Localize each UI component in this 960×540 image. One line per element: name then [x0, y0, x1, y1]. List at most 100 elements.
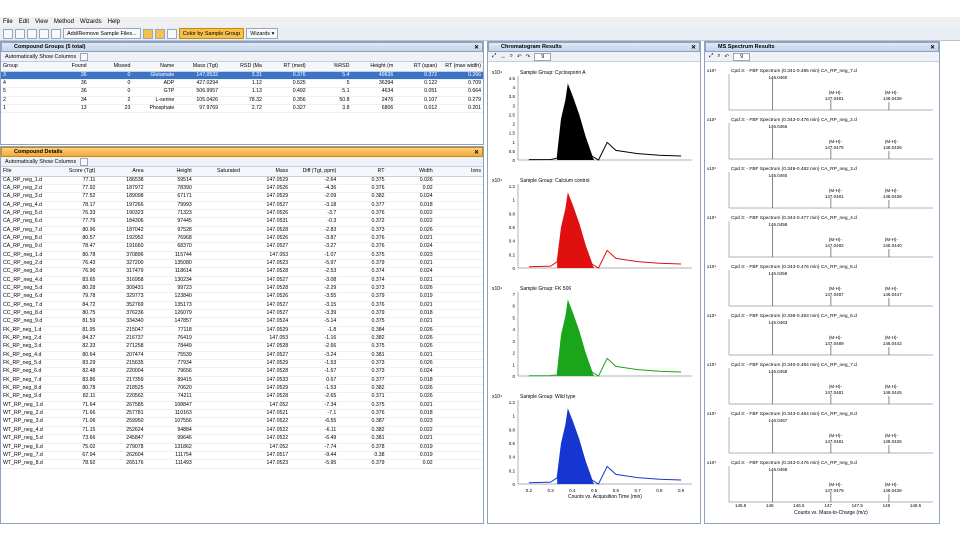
table-row[interactable]: FK_RP_neg_3.d 82.33 271258 78449 147.0528 -2.…: [1, 342, 483, 352]
column-header[interactable]: Ions: [434, 167, 483, 177]
table-row[interactable]: CC_RP_neg_6.d 79.78 329773 123840 147.0526 -3…: [1, 292, 483, 302]
pin-icon[interactable]: ✕: [690, 45, 696, 51]
redo-icon[interactable]: ↷: [525, 53, 531, 60]
ion-label: (M-H)-: [885, 384, 898, 389]
table-row[interactable]: FK_RP_neg_8.d 80.78 218525 70620 147.0529 -1.…: [1, 384, 483, 394]
table-row[interactable]: CA_RP_neg_3.d 77.52 189098 67171 147.0529 -2.…: [1, 192, 483, 202]
column-header[interactable]: RT (span): [395, 62, 440, 72]
table-row[interactable]: 5 36 0 GTP 506.9957 1.13 0.492 5.1 4634 0.051 0.66…: [1, 87, 483, 97]
table-row[interactable]: CA_RP_neg_7.d 80.96 187042 97528 147.0528 -2.…: [1, 226, 483, 235]
chromatogram-count-dropdown[interactable]: 9: [534, 52, 552, 61]
undo-icon[interactable]: ↶: [517, 53, 522, 60]
ms-count-dropdown[interactable]: 9: [733, 52, 751, 61]
menu-view[interactable]: View: [35, 19, 48, 25]
menu-file[interactable]: File: [3, 19, 13, 25]
table-row[interactable]: FK_RP_neg_6.d 82.48 220004 79656 147.0528 -1.…: [1, 367, 483, 377]
add-remove-samples-button[interactable]: Add/Remove Sample Files...: [63, 28, 141, 39]
color-by-sample-group-button[interactable]: Color by Sample Group: [178, 28, 245, 39]
table-cell: FK_RP_neg_4.d: [1, 351, 50, 361]
table-row[interactable]: CA_RP_neg_1.d 77.11 186538 59514 147.0529 -2.…: [1, 176, 483, 185]
table-cell: 147.052: [241, 443, 291, 452]
table-row[interactable]: WT_RP_neg_7.d 67.94 262604 111754 147.0517 -9…: [1, 451, 483, 461]
table-row[interactable]: CC_RP_neg_8.d 80.75 376236 126079 147.0527 -3…: [1, 309, 483, 319]
table-row[interactable]: 1 13 23 Phosphate 97.9769 2.72 0.327 3.8 6806 0.0…: [1, 104, 483, 114]
table-row[interactable]: CC_RP_neg_1.d 80.78 370896 115744 147.053 -1.…: [1, 251, 483, 260]
column-header[interactable]: Saturated: [193, 167, 242, 177]
open-icon[interactable]: [15, 28, 25, 39]
table-row[interactable]: CA_RP_neg_8.d 80.57 192952 76968 147.0526 -3.…: [1, 234, 483, 244]
magnify-icon[interactable]: ⌕: [717, 53, 721, 59]
column-header[interactable]: Area: [97, 167, 146, 177]
table-row[interactable]: WT_RP_neg_3.d 71.06 259950 107556 147.0522 -6…: [1, 417, 483, 427]
run-icon[interactable]: [39, 28, 49, 39]
column-header[interactable]: Group: [1, 62, 45, 72]
zoom-icon[interactable]: ⤢: [492, 53, 497, 59]
column-header[interactable]: Height: [145, 167, 194, 177]
table-row[interactable]: CA_RP_neg_2.d 77.92 187972 78390 147.0526 -4.…: [1, 184, 483, 194]
table-row[interactable]: FK_RP_neg_7.d 83.86 217359 89415 147.0533 0.6…: [1, 376, 483, 386]
table-row[interactable]: WT_RP_neg_8.d 78.92 265176 111493 147.0523 -5…: [1, 459, 483, 469]
column-header[interactable]: RT (max width): [439, 62, 483, 72]
column-header[interactable]: Width: [386, 167, 435, 177]
column-header[interactable]: Score (Tgt): [49, 167, 98, 177]
column-header[interactable]: File: [1, 167, 50, 177]
table-row[interactable]: WT_RP_neg_1.d 71.64 267585 108847 147.052 -7.…: [1, 401, 483, 411]
table-row[interactable]: CC_RP_neg_3.d 76.96 317479 118614 147.0528 -2…: [1, 267, 483, 277]
table-row[interactable]: WT_RP_neg_2.d 71.66 257781 110163 147.0521 -7…: [1, 409, 483, 419]
stop-icon[interactable]: [51, 28, 61, 39]
column-header[interactable]: Height (m: [351, 62, 396, 72]
pin-icon[interactable]: ✕: [473, 45, 479, 51]
column-header[interactable]: Found: [44, 62, 89, 72]
table-row[interactable]: CA_RP_neg_4.d 78.17 197266 79993 147.0527 -3.…: [1, 201, 483, 210]
undo-icon[interactable]: ↶: [724, 53, 730, 60]
table-row[interactable]: CC_RP_neg_2.d 76.43 327200 135080 147.0523 -5…: [1, 259, 483, 269]
table-row[interactable]: WT_RP_neg_5.d 73.66 245847 99646 147.0522 -6.…: [1, 434, 483, 444]
wizards-dropdown[interactable]: Wizards ▾: [246, 28, 279, 39]
table-row[interactable]: 3 36 0 Glutamate 147.0532 3.31 0.376 5.4 49636 0.…: [1, 71, 483, 80]
table-row[interactable]: WT_RP_neg_4.d 71.15 252624 94884 147.0522 -6.…: [1, 426, 483, 436]
table-row[interactable]: CC_RP_neg_5.d 80.28 309431 99723 147.0528 -2.…: [1, 284, 483, 294]
column-header[interactable]: %RSD: [307, 62, 352, 72]
new-icon[interactable]: [3, 28, 13, 39]
column-header[interactable]: RSD (Ma: [220, 62, 264, 72]
table-row[interactable]: CC_RP_neg_9.d 81.59 334340 147857 147.0524 -5…: [1, 317, 483, 327]
table-row[interactable]: 2 34 2 L-serine 105.0426 78.32 0.356 50.8 2476 0.…: [1, 96, 483, 105]
menu-wizards[interactable]: Wizards: [79, 19, 102, 25]
column-header[interactable]: Missed: [88, 62, 133, 72]
table-row[interactable]: CA_RP_neg_5.d 76.33 190323 71323 147.0526 -3.…: [1, 209, 483, 219]
pin-icon[interactable]: ✕: [929, 45, 935, 51]
menu-method[interactable]: Method: [53, 19, 74, 25]
menu-help[interactable]: Help: [107, 19, 120, 25]
table-row[interactable]: CC_RP_neg_4.d 83.65 316958 130234 147.0527 -3…: [1, 276, 483, 285]
table-row[interactable]: CA_RP_neg_9.d 78.47 191660 68370 147.0527 -3.…: [1, 242, 483, 252]
column-header[interactable]: Mass (Tgt): [176, 62, 221, 72]
table-row[interactable]: FK_RP_neg_5.d 83.29 215635 77934 147.0529 -1.…: [1, 359, 483, 369]
table-row[interactable]: FK_RP_neg_9.d 82.11 220562 74211 147.0528 -2.…: [1, 392, 483, 402]
chart-icon-3[interactable]: [166, 28, 177, 39]
column-header[interactable]: Mass: [241, 167, 291, 177]
table-row[interactable]: CC_RP_neg_7.d 84.72 352769 135173 147.0527 -3…: [1, 301, 483, 311]
table-row[interactable]: FK_RP_neg_4.d 80.64 207474 75539 147.0527 -3.…: [1, 351, 483, 361]
save-icon[interactable]: [27, 28, 37, 39]
chart-icon[interactable]: [142, 28, 153, 39]
auto-show-columns-button[interactable]: Automatically Show Columns: [5, 158, 77, 165]
column-header[interactable]: Diff (Tgt, ppm): [290, 167, 339, 177]
column-header[interactable]: Name: [132, 62, 177, 72]
column-chooser-icon[interactable]: [80, 157, 89, 166]
zoom-icon[interactable]: ⤢: [709, 53, 714, 59]
pan-icon[interactable]: ↔: [500, 53, 506, 60]
auto-show-columns-button[interactable]: Automatically Show Columns: [5, 53, 77, 60]
table-cell: 267585: [97, 401, 146, 411]
column-header[interactable]: RT (med): [263, 62, 308, 72]
table-row[interactable]: FK_RP_neg_2.d 84.37 216737 76419 147.053 -1.1…: [1, 334, 483, 344]
table-row[interactable]: FK_RP_neg_1.d 81.95 215047 77118 147.0529 -1.…: [1, 326, 483, 336]
pin-icon[interactable]: ✕: [473, 150, 479, 156]
magnify-icon[interactable]: ⌕: [509, 53, 513, 59]
column-chooser-icon[interactable]: [80, 52, 89, 61]
chart-icon-2[interactable]: [154, 28, 165, 39]
table-row[interactable]: WT_RP_neg_6.d 75.02 279078 131862 147.052 -7.…: [1, 443, 483, 452]
table-row[interactable]: CA_RP_neg_6.d 77.79 184306 97445 147.0531 -0.…: [1, 217, 483, 227]
menu-edit[interactable]: Edit: [18, 19, 30, 25]
column-header[interactable]: RT: [338, 167, 387, 177]
table-row[interactable]: 4 36 0 ADP 427.0294 1.12 0.525 5 36394 0.122 0.709: [1, 79, 483, 89]
